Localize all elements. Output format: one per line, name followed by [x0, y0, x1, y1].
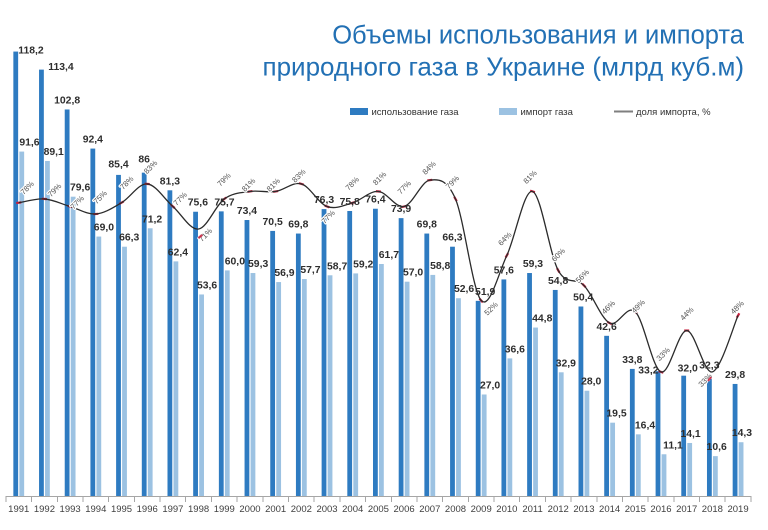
- svg-text:50,4: 50,4: [573, 293, 593, 304]
- svg-text:73,9: 73,9: [391, 204, 411, 215]
- svg-text:1997: 1997: [162, 504, 183, 515]
- svg-text:91,6: 91,6: [19, 138, 39, 149]
- svg-text:118,2: 118,2: [18, 46, 44, 57]
- svg-text:86: 86: [138, 155, 150, 166]
- svg-text:71,2: 71,2: [142, 214, 162, 225]
- svg-text:2007: 2007: [419, 504, 440, 515]
- svg-text:69,0: 69,0: [94, 223, 114, 234]
- svg-text:69,8: 69,8: [288, 220, 308, 231]
- svg-text:2004: 2004: [342, 504, 363, 515]
- svg-text:56,9: 56,9: [274, 268, 294, 279]
- svg-text:75,8: 75,8: [340, 197, 360, 208]
- svg-text:14,3: 14,3: [732, 428, 752, 439]
- svg-text:29,8: 29,8: [725, 370, 745, 381]
- svg-text:Объемы использования и импорта: Объемы использования и импорта: [332, 22, 745, 50]
- svg-text:10,6: 10,6: [707, 442, 727, 453]
- svg-text:59,2: 59,2: [353, 259, 373, 270]
- svg-text:2015: 2015: [625, 504, 646, 515]
- svg-text:81,3: 81,3: [160, 176, 180, 187]
- svg-text:1994: 1994: [85, 504, 106, 515]
- svg-text:33,2: 33,2: [638, 365, 658, 376]
- svg-text:59,3: 59,3: [523, 259, 543, 270]
- svg-text:2019: 2019: [727, 504, 748, 515]
- svg-text:58,8: 58,8: [430, 261, 450, 272]
- svg-text:2008: 2008: [445, 504, 466, 515]
- svg-text:75,6: 75,6: [188, 198, 208, 209]
- svg-text:66,3: 66,3: [119, 233, 139, 244]
- svg-text:102,8: 102,8: [54, 95, 80, 106]
- svg-text:66,3: 66,3: [442, 233, 462, 244]
- svg-text:42,6: 42,6: [597, 322, 617, 333]
- svg-text:2018: 2018: [702, 504, 723, 515]
- svg-text:76,3: 76,3: [314, 195, 334, 206]
- svg-text:44,8: 44,8: [532, 314, 552, 325]
- svg-text:70,5: 70,5: [263, 217, 283, 228]
- svg-text:1998: 1998: [188, 504, 209, 515]
- svg-text:32,9: 32,9: [556, 358, 576, 369]
- svg-text:76,4: 76,4: [365, 195, 385, 206]
- svg-text:52,6: 52,6: [454, 284, 474, 295]
- svg-text:2011: 2011: [522, 504, 542, 515]
- svg-text:2000: 2000: [239, 504, 260, 515]
- svg-text:32,3: 32,3: [699, 361, 719, 372]
- svg-text:58,7: 58,7: [327, 261, 347, 272]
- svg-text:2006: 2006: [394, 504, 415, 515]
- svg-text:57,0: 57,0: [403, 268, 423, 279]
- svg-text:природного газа в Украине (млр: природного газа в Украине (млрд куб.м): [263, 52, 745, 82]
- svg-text:61,7: 61,7: [379, 250, 399, 261]
- svg-text:1993: 1993: [60, 504, 81, 515]
- svg-text:2009: 2009: [471, 504, 492, 515]
- svg-text:доля импорта, %: доля импорта, %: [636, 107, 711, 118]
- svg-text:11,1: 11,1: [663, 440, 683, 451]
- svg-text:27,0: 27,0: [480, 380, 500, 391]
- svg-text:2003: 2003: [316, 504, 337, 515]
- svg-text:2017: 2017: [676, 504, 697, 515]
- svg-text:2016: 2016: [650, 504, 671, 515]
- svg-text:60,0: 60,0: [225, 256, 245, 267]
- svg-text:2005: 2005: [368, 504, 389, 515]
- svg-text:2014: 2014: [599, 504, 620, 515]
- svg-text:53,6: 53,6: [197, 280, 217, 291]
- svg-text:75,7: 75,7: [214, 197, 234, 208]
- svg-text:36,6: 36,6: [505, 344, 525, 355]
- svg-text:2002: 2002: [291, 504, 312, 515]
- svg-text:33,8: 33,8: [622, 355, 642, 366]
- svg-text:1999: 1999: [214, 504, 235, 515]
- svg-text:59,3: 59,3: [248, 259, 268, 270]
- svg-text:19,5: 19,5: [606, 409, 626, 420]
- svg-text:113,4: 113,4: [48, 62, 74, 73]
- svg-text:2001: 2001: [265, 504, 286, 515]
- svg-text:2012: 2012: [548, 504, 569, 515]
- svg-text:1996: 1996: [137, 504, 158, 515]
- svg-text:16,4: 16,4: [635, 420, 655, 431]
- svg-text:1995: 1995: [111, 504, 132, 515]
- svg-text:73,4: 73,4: [237, 206, 257, 217]
- svg-text:28,0: 28,0: [581, 377, 601, 388]
- svg-text:51,9: 51,9: [475, 287, 495, 298]
- svg-text:2010: 2010: [496, 504, 517, 515]
- svg-text:92,4: 92,4: [83, 135, 103, 146]
- svg-text:54,8: 54,8: [548, 276, 568, 287]
- svg-text:2013: 2013: [573, 504, 594, 515]
- svg-text:89,1: 89,1: [44, 147, 64, 158]
- svg-text:использование газа: использование газа: [372, 107, 460, 118]
- svg-text:79,6: 79,6: [70, 183, 90, 194]
- svg-text:57,6: 57,6: [494, 265, 514, 276]
- svg-text:14,1: 14,1: [680, 429, 700, 440]
- svg-text:57,7: 57,7: [300, 265, 320, 276]
- svg-text:32,0: 32,0: [678, 364, 698, 375]
- svg-text:62,4: 62,4: [168, 247, 188, 258]
- svg-text:69,8: 69,8: [417, 220, 437, 231]
- svg-text:85,4: 85,4: [108, 159, 128, 170]
- svg-text:1991: 1991: [8, 504, 29, 515]
- svg-text:импорт газа: импорт газа: [521, 107, 574, 118]
- svg-text:1992: 1992: [34, 504, 55, 515]
